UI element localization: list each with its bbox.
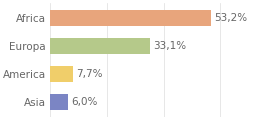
Text: 7,7%: 7,7% [76, 69, 103, 79]
Text: 6,0%: 6,0% [71, 97, 98, 107]
Bar [50, 66, 73, 82]
Bar [50, 10, 211, 26]
Text: 53,2%: 53,2% [214, 13, 247, 23]
Bar [50, 38, 150, 54]
Text: 33,1%: 33,1% [153, 41, 186, 51]
Bar [50, 94, 68, 110]
